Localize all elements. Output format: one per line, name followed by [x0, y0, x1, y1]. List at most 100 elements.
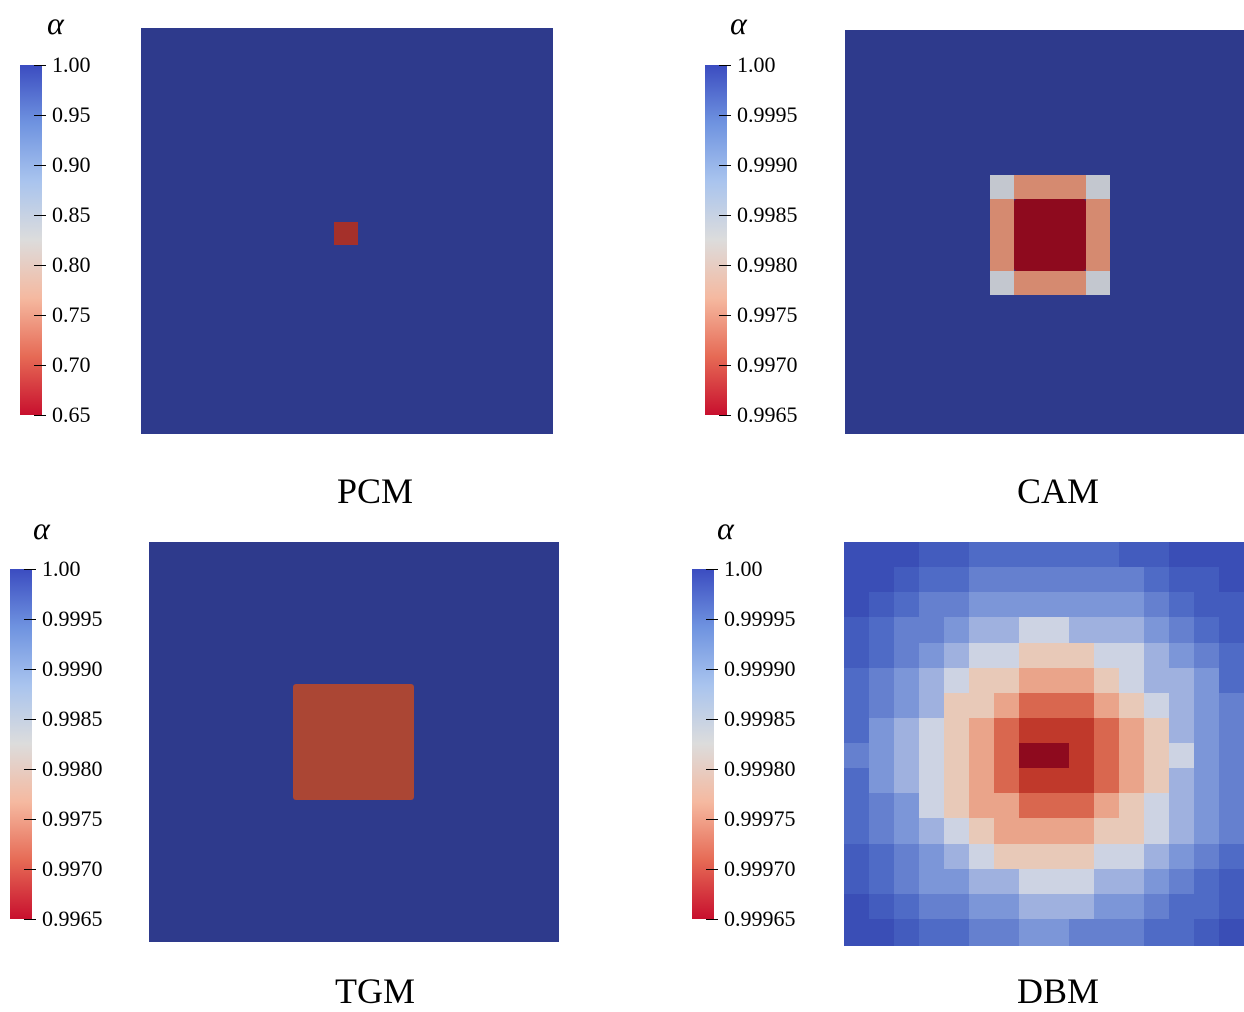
heatmap-cell — [969, 617, 995, 644]
colorbar-tick-label: 0.9985 — [737, 202, 798, 227]
heatmap-cell — [1019, 567, 1045, 594]
heatmap-cell — [919, 718, 945, 745]
heatmap-cell — [1094, 567, 1120, 594]
heatmap-cell — [1144, 617, 1170, 644]
heatmap-cell — [1069, 844, 1095, 871]
colorbar-tick — [34, 215, 46, 216]
heatmap-cell — [969, 894, 995, 921]
heatmap-cell — [1144, 818, 1170, 845]
colorbar-tick — [719, 165, 731, 166]
heatmap-cell — [994, 592, 1020, 619]
heatmap-cell — [1219, 617, 1244, 644]
heatmap-cell — [969, 693, 995, 720]
heatmap-cell — [1194, 844, 1220, 871]
heatmap-cell — [994, 668, 1020, 695]
heatmap-cell — [1219, 567, 1244, 594]
colorbar-tick — [34, 165, 46, 166]
heatmap-cell — [844, 567, 870, 594]
heatmap-cell — [1094, 793, 1120, 820]
heatmap-cell — [869, 818, 895, 845]
heatmap-cell — [1144, 768, 1170, 795]
heatmap-cell — [1069, 542, 1095, 569]
colorbar-tick-label: 0.9980 — [737, 252, 798, 277]
colorbar-tick-label: 0.70 — [52, 352, 91, 377]
heatmap-cell — [869, 718, 895, 745]
heatmap-cell — [869, 894, 895, 921]
colorbar-tick-label: 1.00 — [42, 556, 81, 581]
colorbar-tick-label: 0.85 — [52, 202, 91, 227]
heatmap-cell — [1194, 567, 1220, 594]
heatmap-cell — [919, 592, 945, 619]
colorbar-tick-label: 0.9970 — [737, 352, 798, 377]
colorbar-tick-label: 0.9985 — [42, 706, 103, 731]
heatmap-cell — [869, 768, 895, 795]
heatmap-cell — [1119, 668, 1145, 695]
heatmap-cell — [1044, 844, 1070, 871]
colorbar-tick-label: 0.99985 — [724, 706, 796, 731]
heatmap-cell — [894, 718, 920, 745]
heatmap-cell — [1069, 743, 1095, 770]
heatmap-cell — [919, 793, 945, 820]
heatmap-cell — [1169, 818, 1195, 845]
heatmap-cell — [1094, 592, 1120, 619]
heatmap-cell — [1044, 668, 1070, 695]
heatmap-cell — [944, 793, 970, 820]
heatmap-cell — [1194, 894, 1220, 921]
heatmap-cell — [1094, 844, 1120, 871]
heatmap-cell — [1044, 743, 1070, 770]
heatmap-cell — [1094, 743, 1120, 770]
heatmap-cell — [1094, 869, 1120, 896]
heatmap-cell — [1019, 793, 1045, 820]
heatmap-cell — [1069, 693, 1095, 720]
heatmap-cell — [919, 643, 945, 670]
heatmap-cell — [869, 617, 895, 644]
heatmap-cell — [1119, 617, 1145, 644]
heatmap-cell — [1219, 592, 1244, 619]
heatmap-cell — [844, 768, 870, 795]
heatmap-cell — [944, 894, 970, 921]
heatmap-cell — [1069, 793, 1095, 820]
heatmap-cell — [1219, 793, 1244, 820]
colorbar-tick — [719, 215, 731, 216]
heatmap-cell — [1044, 919, 1070, 946]
heatmap-cell — [969, 592, 995, 619]
colorbar-tick — [24, 919, 36, 920]
heatmap-cell — [894, 768, 920, 795]
edge-band — [1086, 199, 1110, 271]
heatmap-cell — [969, 919, 995, 946]
panel-caption: DBM — [1016, 971, 1100, 1011]
heatmap-cell — [844, 743, 870, 770]
heatmap-cell — [1219, 542, 1244, 569]
heatmap-cell — [1094, 668, 1120, 695]
heatmap-cell — [1069, 894, 1095, 921]
colorbar-tick — [24, 719, 36, 720]
heatmap-cell — [969, 818, 995, 845]
colorbar-tick — [24, 619, 36, 620]
heatmap-cell — [1094, 818, 1120, 845]
heatmap-cell — [944, 743, 970, 770]
heatmap-cell — [1219, 643, 1244, 670]
heatmap-cell — [1119, 567, 1145, 594]
heatmap-cell — [1069, 668, 1095, 695]
heatmap-cell — [869, 793, 895, 820]
heatmap-cell — [1044, 542, 1070, 569]
heatmap-cell — [969, 542, 995, 569]
heatmap-cell — [1144, 743, 1170, 770]
heatmap-cell — [1219, 693, 1244, 720]
heatmap-cell — [1094, 718, 1120, 745]
heatmap-cell — [894, 617, 920, 644]
heatmap-cell — [894, 592, 920, 619]
heatmap-cell — [1069, 567, 1095, 594]
heatmap-cell — [1219, 844, 1244, 871]
heatmap-cell — [944, 818, 970, 845]
heatmap-cell — [1194, 869, 1220, 896]
heatmap-field — [845, 30, 1244, 434]
heatmap-cell — [1144, 894, 1170, 921]
colorbar-tick-label: 0.9990 — [42, 656, 103, 681]
heatmap-cell — [1069, 592, 1095, 619]
heatmap-cell — [844, 643, 870, 670]
heatmap-cell — [944, 718, 970, 745]
colorbar-tick — [24, 869, 36, 870]
heatmap-cell — [1219, 768, 1244, 795]
heatmap-cell — [1094, 542, 1120, 569]
